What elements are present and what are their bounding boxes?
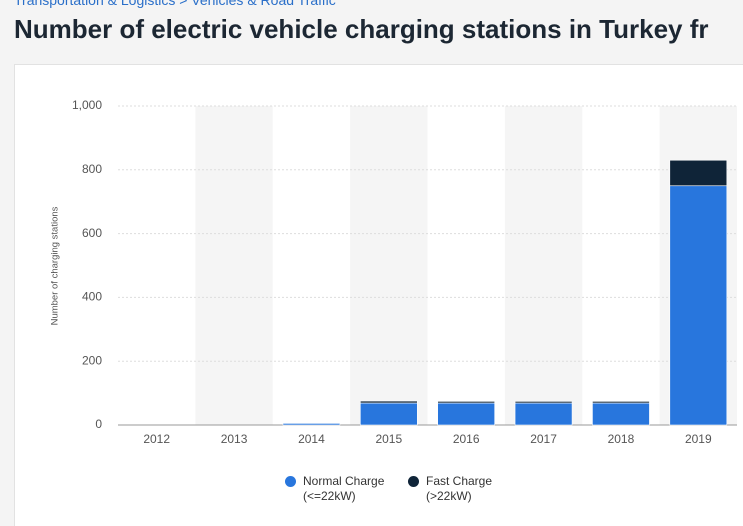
legend-label: Normal Charge (<=22kW) bbox=[303, 474, 385, 503]
bar-segment bbox=[360, 400, 418, 404]
column-band bbox=[504, 106, 583, 425]
bar-segment bbox=[514, 401, 573, 404]
x-tick-label: 2017 bbox=[530, 432, 557, 446]
y-tick-label: 0 bbox=[95, 417, 102, 431]
x-tick-label: 2016 bbox=[453, 432, 480, 446]
y-tick-label: 600 bbox=[82, 226, 102, 240]
legend-item[interactable]: Normal Charge (<=22kW) bbox=[285, 474, 393, 504]
bar-segment bbox=[592, 401, 650, 404]
bar-segment bbox=[514, 402, 573, 426]
column-band bbox=[195, 106, 273, 425]
y-tick-label: 800 bbox=[82, 162, 102, 176]
breadcrumb[interactable]: Transportation & Logistics > Vehicles & … bbox=[14, 0, 336, 8]
chart-title: Number of electric vehicle charging stat… bbox=[14, 14, 709, 44]
x-tick-label: 2018 bbox=[608, 432, 635, 446]
x-tick-label: 2013 bbox=[221, 432, 248, 446]
x-tick-label: 2012 bbox=[143, 432, 170, 446]
bar-segment bbox=[437, 402, 495, 426]
y-axis-label: Number of charging stations bbox=[50, 206, 61, 325]
bar-segment bbox=[360, 402, 418, 426]
x-tick-label: 2015 bbox=[375, 432, 402, 446]
bar-segment bbox=[437, 401, 495, 404]
bar-segment bbox=[282, 423, 341, 426]
bar-segment bbox=[669, 159, 728, 187]
x-tick-label: 2014 bbox=[298, 432, 325, 446]
legend-label: Fast Charge (>22kW) bbox=[426, 474, 493, 503]
column-band bbox=[350, 106, 428, 425]
legend-marker bbox=[408, 476, 419, 487]
legend-marker bbox=[285, 476, 296, 487]
x-tick-label: 2019 bbox=[685, 432, 712, 446]
y-tick-label: 1,000 bbox=[72, 98, 102, 112]
y-tick-label: 400 bbox=[82, 290, 102, 304]
y-tick-label: 200 bbox=[82, 353, 102, 367]
bar-segment bbox=[669, 185, 728, 426]
legend-item[interactable]: Fast Charge (>22kW) bbox=[408, 474, 516, 504]
bar-segment bbox=[592, 402, 650, 426]
